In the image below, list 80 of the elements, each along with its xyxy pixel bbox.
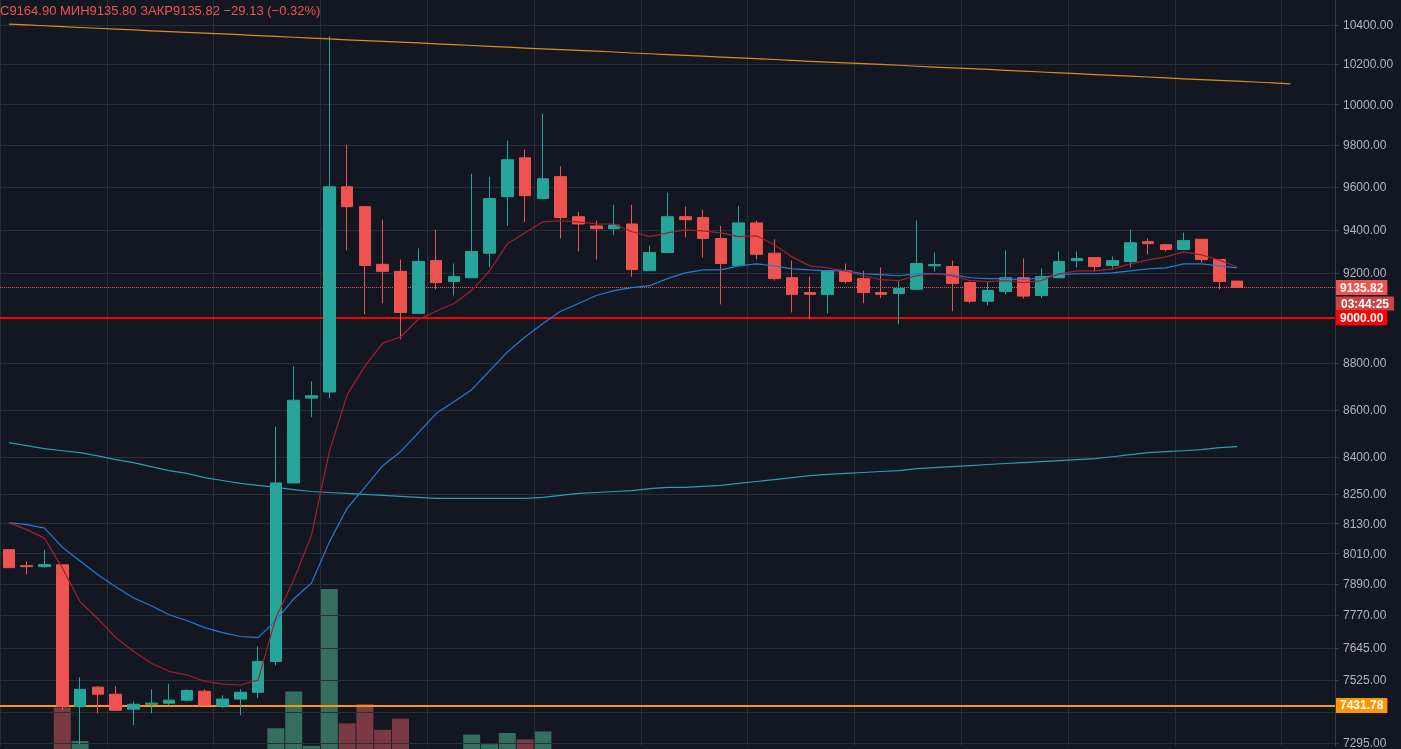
y-tick-label: 10400.00 xyxy=(1343,18,1394,33)
candlestick xyxy=(697,209,709,259)
y-tick-label: 7295.00 xyxy=(1343,736,1387,749)
y-tick-label: 9800.00 xyxy=(1343,138,1387,153)
candlestick xyxy=(483,176,496,268)
ref-line-label: 7431.78 xyxy=(1340,698,1384,713)
candlestick xyxy=(982,280,994,306)
y-tick-label: 8250.00 xyxy=(1343,486,1387,501)
y-tick-label: 7770.00 xyxy=(1343,608,1387,623)
candlestick xyxy=(181,688,193,702)
y-tick-label: 7645.00 xyxy=(1343,641,1387,656)
bar xyxy=(534,731,552,749)
candlestick xyxy=(679,206,692,238)
candlestick xyxy=(732,205,745,266)
candlestick xyxy=(448,262,460,296)
candlestick xyxy=(20,561,33,576)
y-tick-label: 7890.00 xyxy=(1343,577,1387,592)
annotation: С9164.90 МИН9135.80 ЗАКР9135.82 −29.13 (−0.32%) xyxy=(0,3,321,18)
candlestick xyxy=(270,426,282,666)
line-series xyxy=(8,263,1238,639)
y-tick-label: 8130.00 xyxy=(1343,516,1387,531)
candlestick xyxy=(1142,237,1154,255)
y-tick-label: 7525.00 xyxy=(1343,673,1387,688)
y-tick-label: 8010.00 xyxy=(1343,546,1387,561)
candlestick xyxy=(626,204,638,278)
candlestick xyxy=(1177,232,1190,250)
candlestick xyxy=(252,646,264,699)
candlestick xyxy=(1124,229,1137,268)
candlestick xyxy=(109,685,122,711)
candlestick xyxy=(1195,238,1208,263)
candlestick xyxy=(537,113,549,200)
candlestick xyxy=(1071,250,1083,268)
y-tick-label: 10000.00 xyxy=(1343,97,1394,112)
candlestick xyxy=(323,35,336,399)
candlestick xyxy=(305,380,318,418)
y-tick-label: 8600.00 xyxy=(1343,402,1387,417)
candlestick xyxy=(234,688,247,716)
y-tick-label: 9600.00 xyxy=(1343,180,1387,195)
bar xyxy=(53,707,71,749)
candlestick xyxy=(661,192,674,254)
candlestick xyxy=(3,549,15,569)
candlestick xyxy=(1106,255,1119,271)
text: 03:44:25 xyxy=(1341,296,1390,311)
candlestick xyxy=(216,694,229,709)
candlestick xyxy=(38,549,51,569)
candlestick xyxy=(643,245,656,272)
candlestick xyxy=(412,247,425,314)
candlestick xyxy=(92,685,104,714)
candlestick xyxy=(501,140,514,227)
candlestick xyxy=(127,700,140,726)
candlestick xyxy=(893,280,905,325)
ref-line-label: 9000.00 xyxy=(1340,310,1384,325)
candlestick xyxy=(1160,243,1172,252)
candlestick xyxy=(1088,257,1101,272)
candlestick xyxy=(910,220,923,290)
candlestick xyxy=(608,204,620,236)
candlestick xyxy=(554,165,567,239)
line-series xyxy=(8,442,1238,499)
candlestick xyxy=(74,676,86,745)
line-series xyxy=(8,23,1292,85)
candlestick xyxy=(590,220,603,261)
candlestick xyxy=(928,252,941,272)
y-tick-label: 8400.00 xyxy=(1343,450,1387,465)
candlestick xyxy=(519,148,531,223)
candlestick xyxy=(465,173,478,279)
candlestick xyxy=(341,144,353,251)
candlestick xyxy=(163,683,175,706)
line-series xyxy=(8,220,1238,686)
candlestick xyxy=(768,238,781,282)
y-tick-label: 8800.00 xyxy=(1343,356,1387,371)
y-tick-label: 9400.00 xyxy=(1343,222,1387,237)
candlestick xyxy=(198,688,211,707)
candlestick xyxy=(750,220,763,261)
y-tick-label: 10200.00 xyxy=(1343,57,1394,72)
y-tick-label: 9200.00 xyxy=(1343,266,1387,281)
bar xyxy=(516,739,534,749)
ref-line-label: 9135.82 xyxy=(1340,280,1384,295)
candlestick xyxy=(145,688,158,714)
candlestick xyxy=(821,270,834,314)
candlestick xyxy=(287,365,300,484)
